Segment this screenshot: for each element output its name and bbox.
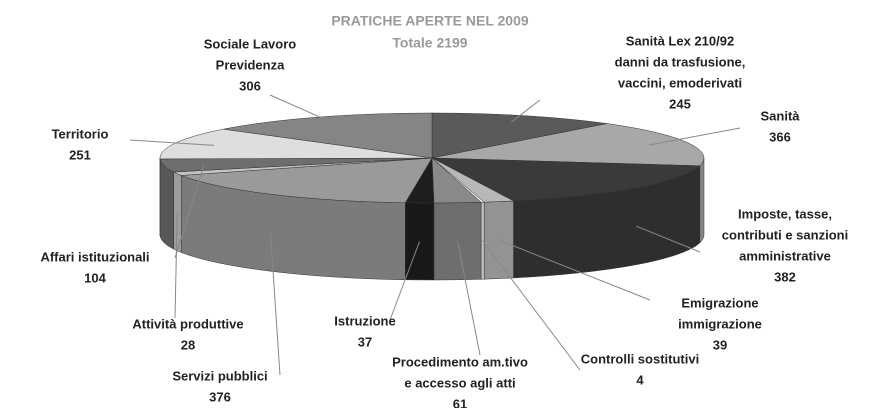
leader-line — [129, 139, 214, 146]
chart-title: PRATICHE APERTE NEL 2009 — [331, 13, 529, 29]
chart-subtitle: Totale 2199 — [392, 35, 467, 51]
slice — [431, 112, 608, 159]
slice-label: Istruzione — [334, 313, 395, 328]
leader-line — [636, 225, 701, 253]
slice-side — [699, 157, 705, 244]
value-label: 28 — [181, 337, 195, 352]
slice-label: vaccini, emoderivati — [618, 75, 742, 90]
leader-line — [269, 94, 335, 124]
leader-line — [389, 241, 421, 321]
slice-label: Procedimento am.tivo — [392, 354, 528, 369]
slice-label: e accesso agli atti — [404, 375, 515, 390]
slice-label: Controlli sostitutivi — [581, 351, 699, 366]
value-label: 366 — [769, 129, 791, 144]
leader-line — [498, 239, 651, 301]
slice-label: Servizi pubblici — [172, 368, 267, 383]
slice-label: Emigrazione — [681, 295, 758, 310]
leader-line — [510, 99, 541, 123]
slice-label: danni da trasfusione, — [615, 54, 746, 69]
slice-side — [483, 200, 514, 280]
slice-label: Imposte, tasse, — [738, 206, 832, 221]
slice-side — [159, 158, 174, 250]
slice-label: Territorio — [52, 126, 109, 141]
slice-side — [480, 201, 485, 280]
slice — [181, 157, 433, 204]
value-label: 4 — [636, 372, 644, 387]
value-label: 306 — [239, 78, 261, 93]
leader-line — [174, 164, 205, 259]
slice-label: Sociale Lavoro — [204, 36, 297, 51]
slice-label: Affari istituzionali — [40, 249, 149, 264]
slice-label: Sanità Lex 210/92 — [626, 33, 734, 48]
leader-line — [457, 241, 481, 356]
value-label: 251 — [69, 147, 91, 162]
slice-side — [433, 202, 482, 281]
slice-label: Attività produttive — [132, 316, 243, 331]
slice-label: immigrazione — [678, 316, 762, 331]
value-label: 37 — [358, 334, 372, 349]
slice — [431, 157, 701, 202]
value-label: 104 — [84, 270, 106, 285]
slice-tops — [159, 112, 705, 204]
slice-label: contributi e sanzioni — [722, 227, 848, 242]
value-label: 382 — [774, 269, 796, 284]
slice-label: Sanità — [760, 108, 800, 123]
leader-line — [649, 127, 741, 146]
leader-line — [174, 212, 178, 319]
slice — [431, 123, 705, 167]
slice-label: amministrative — [739, 248, 831, 263]
value-label: 39 — [713, 337, 727, 352]
leader-line — [269, 232, 281, 376]
value-label: 61 — [453, 396, 467, 408]
value-label: 376 — [209, 389, 231, 404]
slice-label: Previdenza — [216, 57, 285, 72]
slice — [223, 112, 433, 159]
value-label: 245 — [669, 96, 691, 111]
leader-line — [482, 240, 581, 371]
